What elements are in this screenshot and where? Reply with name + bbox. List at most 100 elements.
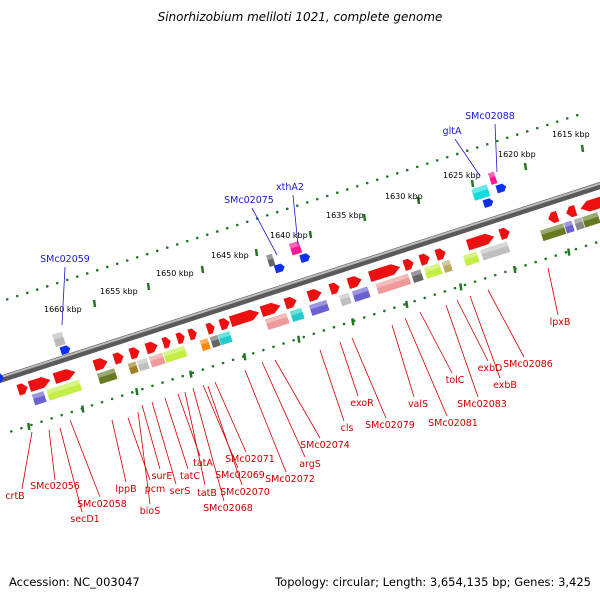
lower-gene-label-leader [319,349,345,422]
inner-ruler-dot [231,358,235,362]
domain-box-shape [563,220,575,234]
lower-gene-label-leader [391,324,415,398]
domain-box-shine [308,299,328,310]
inner-ruler-dot [423,296,427,300]
inner-ruler-dot [272,345,275,349]
lower-gene-label-leader [469,295,501,379]
ruler-dot [115,262,119,266]
forward-gene-shape [418,253,430,266]
inner-ruler-dot [171,378,174,381]
ruler-dot [105,265,109,269]
ruler-dot [485,142,489,146]
domain-box-shine [441,260,451,267]
ruler-tick [92,299,97,308]
lower-gene-label-leader [274,359,321,439]
domain-box [46,379,83,401]
forward-gene-shape [175,332,185,345]
domain-box-shape [209,334,221,348]
lower-gene-label-leader [69,419,101,498]
ruler-dot [515,133,519,136]
domain-box-shape [581,212,600,228]
inner-ruler-dot [161,381,164,384]
domain-box-shape [462,251,480,267]
inner-ruler-dot [120,394,124,397]
domain-box [375,273,412,295]
inner-ruler-dot [181,374,185,378]
lower-gene-label: surE [152,471,173,482]
upper-gene-label: SMc02075 [224,195,274,206]
forward-gene [566,205,578,218]
inner-ruler-dot [383,309,386,313]
lower-gene-label-leader [137,411,151,505]
domain-box-shine [163,345,186,357]
domain-box-shape [31,391,47,406]
domain-box-shape [308,299,330,316]
lower-gene-label-leader [151,401,177,485]
upper-gene-label: gltA [443,126,462,137]
lower-gene-label: SMc02068 [203,503,253,514]
inner-ruler-dot [130,391,134,394]
domain-box-shape [217,331,233,346]
forward-gene-shape [128,347,140,360]
ruler-tick-label: 1615 kbp [552,130,590,139]
forward-gene-shape [259,302,281,318]
accession-text: Accession: NC_003047 [9,575,140,589]
inner-ruler-tick [567,248,571,256]
upper-gene-label-leader [251,207,278,256]
upper-gene-shine [266,253,274,261]
ruler-dot [15,294,19,298]
domain-box [423,263,443,279]
ruler-dot [365,181,369,185]
lower-gene-label: exbB [493,380,517,391]
domain-box-shape [573,217,585,231]
forward-gene [16,383,28,396]
ruler-tick [200,265,205,274]
forward-gene [283,296,297,310]
lower-gene-label: pcm [145,484,166,495]
ruler-dot [45,285,49,288]
ruler-dot [35,288,39,291]
lower-gene-label: argS [299,459,321,470]
forward-gene-shape [218,318,230,331]
domain-box-shape [441,260,453,273]
inner-ruler-tick [243,353,247,361]
inner-ruler-tick [297,335,301,343]
forward-gene [175,332,185,345]
domain-box-shine [265,312,288,324]
domain-box [581,212,600,228]
forward-gene-shape [434,248,446,261]
lower-gene-label: cls [341,423,354,434]
lower-gene-label: exbD [478,363,503,374]
lower-gene-label: tolC [446,375,465,386]
upper-gene-shine [52,331,64,340]
domain-box [441,260,453,273]
domain-box-shine [217,331,231,339]
domain-box-shape [289,307,305,323]
ruler-dot [65,278,69,282]
inner-ruler-tick [405,300,409,309]
lower-gene-label: tatA [193,458,213,469]
ruler-dot [165,246,169,249]
ruler-dot [215,230,219,233]
ruler-tick-label: 1655 kbp [100,287,138,296]
forward-gene-shape [580,196,600,212]
upper-direction-arrow-shape [59,345,71,356]
inner-ruler-dot [534,260,537,264]
domain-box-shine [480,241,509,255]
inner-ruler-dot [332,325,336,329]
domain-box-shape [136,357,150,372]
forward-gene-shape [52,369,76,384]
forward-gene-shape [328,282,340,295]
domain-box-shine [540,223,565,235]
inner-ruler-dot [262,348,265,352]
inner-ruler-tick [513,265,517,274]
upper-gene [52,331,66,348]
ruler-dot [85,272,89,275]
ruler-dot [235,223,239,227]
domain-box [410,269,424,283]
inner-ruler-dot [362,316,366,319]
forward-gene [434,248,446,261]
lower-gene-label-leader [59,427,83,513]
inner-ruler-dot [20,426,23,430]
